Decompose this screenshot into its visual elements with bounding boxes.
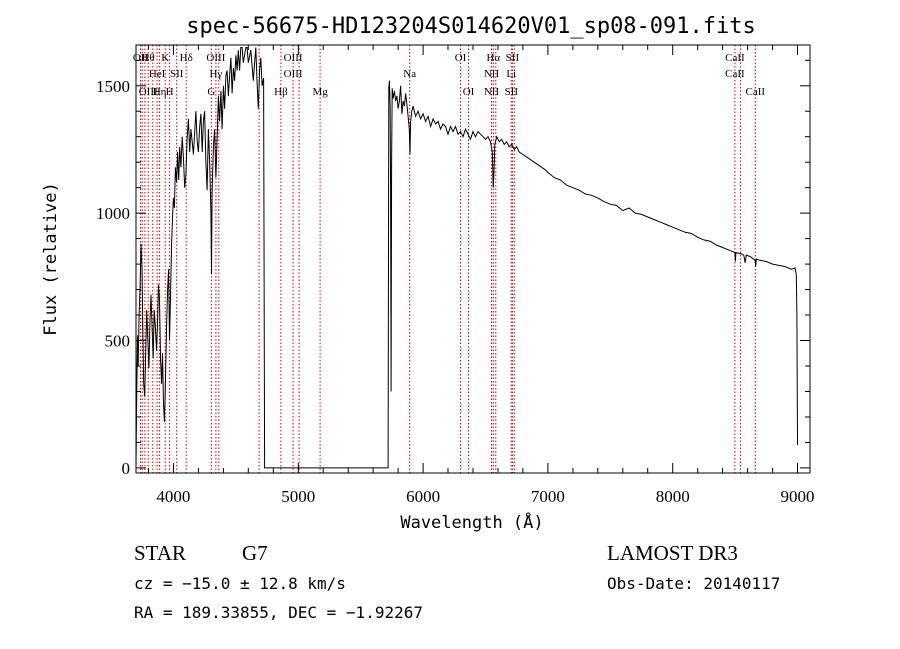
x-axis-ticks: 4000 5000 6000 7000 8000 9000 xyxy=(148,45,815,506)
line-label-26-top: SII xyxy=(506,52,520,64)
line-label-3-bot: OIII xyxy=(139,86,158,98)
redshift-velocity: cz = −15.0 ± 12.8 km/s xyxy=(134,574,346,593)
line-label-22-mid: NII xyxy=(484,68,500,80)
object-type: STAR xyxy=(134,541,186,565)
line-label-5-mid: HeI xyxy=(149,68,166,80)
y-tick-label: 500 xyxy=(105,332,131,351)
spectral-subclass: G7 xyxy=(242,541,268,565)
line-label-19-mid: Na xyxy=(403,68,416,80)
line-label-18-bot: Mg xyxy=(312,86,328,98)
x-axis-label: Wavelength (Å) xyxy=(400,511,543,533)
x-tick-label: 8000 xyxy=(656,487,690,506)
line-label-11-bot: G xyxy=(207,86,215,98)
line-label-15-bot: Hβ xyxy=(274,86,288,98)
x-tick-label: 9000 xyxy=(781,487,815,506)
observation-date: Obs-Date: 20140117 xyxy=(607,574,780,593)
chart-title: spec-56675-HD123204S014620V01_sp08-091.f… xyxy=(186,14,756,39)
y-axis-ticks: 0 500 1000 1500 xyxy=(96,59,810,478)
y-axis-label: Flux (relative) xyxy=(41,182,61,336)
line-label-28-top: CaII xyxy=(725,52,745,64)
line-label-23-top: Hα xyxy=(486,52,500,64)
line-label-6-bot: Hη xyxy=(153,86,167,98)
line-label-12-top: OIII xyxy=(206,52,225,64)
y-tick-label: 1500 xyxy=(96,77,130,96)
x-tick-label: 4000 xyxy=(156,487,190,506)
x-tick-label: 5000 xyxy=(281,487,315,506)
line-label-28-mid: CaII xyxy=(725,68,745,80)
y-tick-label: 1000 xyxy=(96,204,130,223)
line-label-9-mid: SII xyxy=(170,68,184,80)
survey-release: LAMOST DR3 xyxy=(607,541,738,565)
spectrum-series-line xyxy=(135,47,798,469)
line-label-16-mid: OIII xyxy=(284,68,303,80)
line-label-16-top: OIII xyxy=(284,52,303,64)
line-label-21-bot: OI xyxy=(463,86,475,98)
line-label-3-top: Hθ xyxy=(142,52,155,64)
emission-line-markers xyxy=(140,45,756,473)
line-label-8-bot: H xyxy=(166,86,174,98)
line-label-20-top: OI xyxy=(455,52,467,64)
line-label-0-top: OII xyxy=(133,52,149,64)
line-label-12-mid: Hγ xyxy=(209,68,222,80)
plot-frame xyxy=(135,44,811,474)
line-label-30-bot: CaII xyxy=(746,86,766,98)
sky-coordinates: RA = 189.33855, DEC = −1.92267 xyxy=(134,603,423,622)
line-label-25-mid: Li xyxy=(506,68,516,80)
x-tick-label: 6000 xyxy=(406,487,440,506)
line-label-25-bot: SII xyxy=(505,86,519,98)
x-tick-label: 7000 xyxy=(531,487,565,506)
line-label-22-bot: NII xyxy=(484,86,500,98)
line-label-7-top: K xyxy=(161,52,169,64)
y-tick-label: 0 xyxy=(122,459,131,478)
line-label-10-top: Hδ xyxy=(180,52,193,64)
